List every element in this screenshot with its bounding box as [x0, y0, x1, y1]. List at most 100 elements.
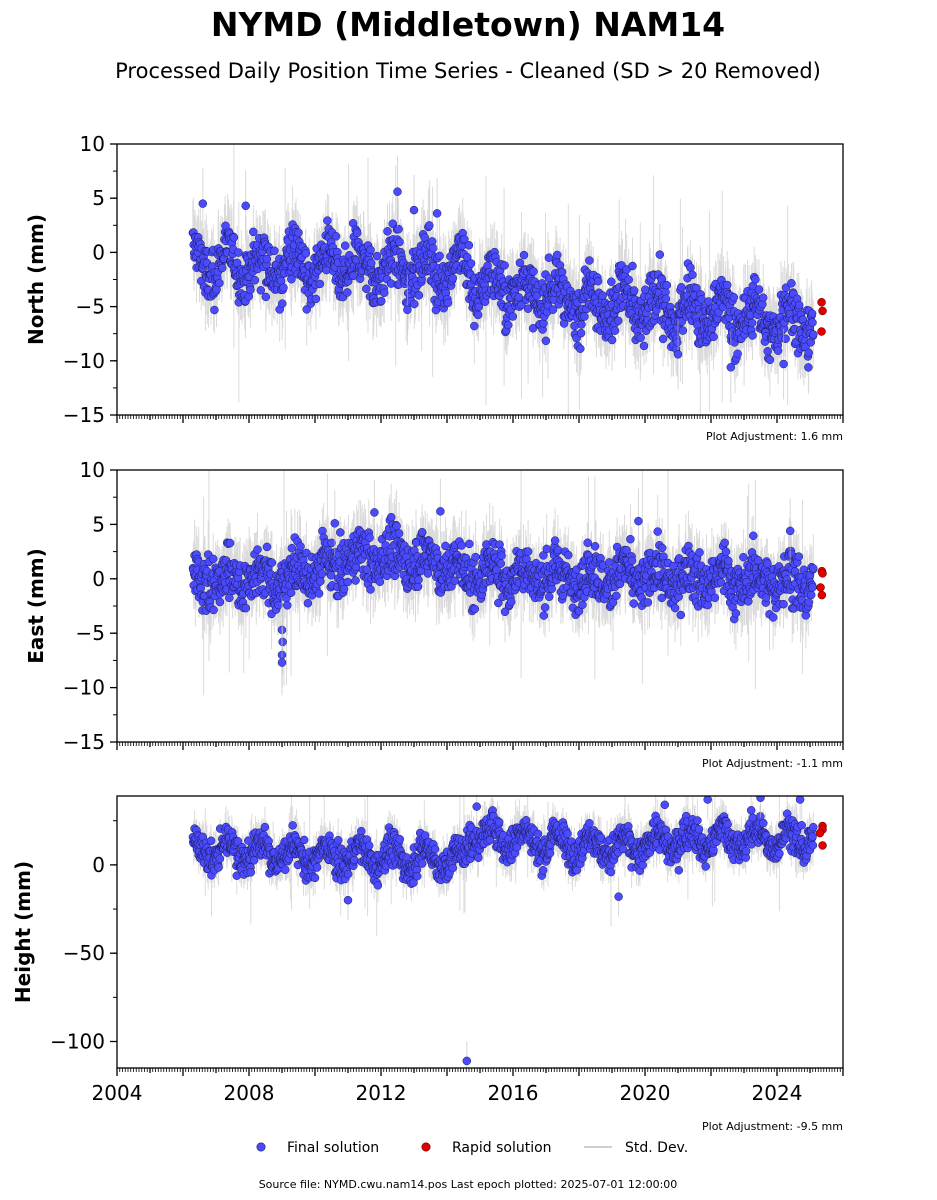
north-final-point [470, 321, 479, 331]
north-final-point [722, 280, 732, 290]
north-final-point [294, 228, 303, 237]
north-ytick-label: −15 [63, 403, 105, 427]
north-final-point [655, 250, 665, 259]
north-final-point [552, 250, 562, 260]
north-final-point [287, 274, 296, 284]
north-final-point [804, 348, 813, 358]
north-final-point [462, 252, 472, 262]
north-final-point [678, 326, 688, 335]
north-final-point [697, 295, 706, 304]
north-final-point [473, 310, 483, 320]
north-final-point [377, 296, 386, 306]
north-final-point [474, 302, 484, 312]
north-final-point [366, 258, 376, 268]
north-final-point [686, 263, 695, 272]
north-rapid-point [817, 327, 826, 336]
north-final-point [278, 299, 287, 308]
east-final-point [215, 597, 225, 607]
north-final-point [234, 248, 243, 257]
north-outlier-point [779, 359, 788, 369]
north-plot-area [188, 144, 827, 415]
north-final-point [809, 330, 818, 339]
north-final-point [210, 305, 219, 315]
north-final-point [758, 293, 768, 302]
north-final-point [262, 254, 272, 264]
north-final-point [420, 233, 429, 242]
north-final-point [372, 251, 382, 261]
north-final-point [425, 221, 434, 230]
north-final-point [515, 258, 525, 268]
north-final-point [628, 261, 637, 271]
north-final-point [250, 275, 260, 285]
north-plot-adjustment: Plot Adjustment: 1.6 mm [706, 430, 843, 443]
north-final-point [340, 241, 350, 250]
north-final-point [541, 336, 551, 346]
north-final-point [343, 288, 352, 297]
north-final-point [331, 232, 341, 241]
north-ytick-label: −10 [63, 349, 105, 373]
north-outlier-point [393, 187, 402, 196]
north-final-point [661, 294, 671, 304]
east-final-point [225, 593, 234, 603]
north-final-point [366, 245, 375, 255]
north-final-point [610, 326, 620, 335]
north-final-point [754, 285, 764, 294]
east-final-point [225, 538, 235, 548]
north-final-point [808, 318, 817, 327]
north-rapid-point [817, 298, 826, 307]
north-final-point [629, 286, 639, 295]
north-final-point [529, 267, 538, 276]
north-outlier-point [198, 199, 208, 208]
north-ytick-label: 0 [92, 240, 105, 264]
north-ytick-label: −5 [76, 295, 105, 319]
north-final-point [807, 309, 817, 318]
north-final-point [301, 249, 311, 258]
north-outlier-point [432, 209, 442, 218]
north-final-point [593, 276, 603, 286]
north-final-point [410, 299, 419, 309]
north-final-point [414, 291, 424, 300]
north-final-point [787, 279, 796, 288]
north-final-point [435, 251, 444, 261]
east-final-point [253, 545, 262, 554]
north-final-point [429, 243, 438, 253]
north-rapid-point [818, 306, 827, 316]
north-final-point [466, 259, 476, 268]
north-final-point [709, 332, 718, 342]
north-final-point [217, 263, 227, 273]
north-final-point [362, 284, 371, 294]
north-final-point [688, 270, 697, 280]
north-final-point [692, 283, 701, 293]
north-final-point [598, 291, 607, 300]
north-outlier-point [409, 205, 419, 215]
north-final-point [514, 293, 523, 302]
north-final-point [394, 224, 403, 234]
north-final-point [544, 253, 554, 262]
north-final-point [580, 312, 589, 321]
north-final-point [261, 292, 271, 302]
north-final-point [747, 318, 757, 328]
north-final-point [765, 355, 775, 365]
north-final-point [460, 234, 469, 244]
north-final-point [246, 285, 255, 295]
north-final-point [677, 283, 686, 292]
north-outlier-point [241, 201, 250, 211]
north-final-point [624, 275, 633, 284]
north-final-point [576, 328, 586, 338]
north-final-point [733, 349, 742, 359]
north-final-point [256, 286, 266, 295]
north-final-point [607, 277, 616, 286]
north-final-point [508, 312, 518, 321]
east-final-point [241, 603, 251, 613]
north-final-point [607, 335, 617, 345]
north-final-point [279, 283, 288, 292]
east-final-point [209, 605, 218, 615]
north-final-point [804, 363, 813, 372]
north-outlier-point [726, 363, 736, 372]
north-final-point [570, 321, 579, 331]
north-final-point [270, 246, 279, 256]
north-final-point [443, 298, 453, 308]
north-final-point [352, 228, 362, 238]
north-ytick-label: 10 [80, 132, 105, 156]
north-final-point [548, 305, 558, 314]
